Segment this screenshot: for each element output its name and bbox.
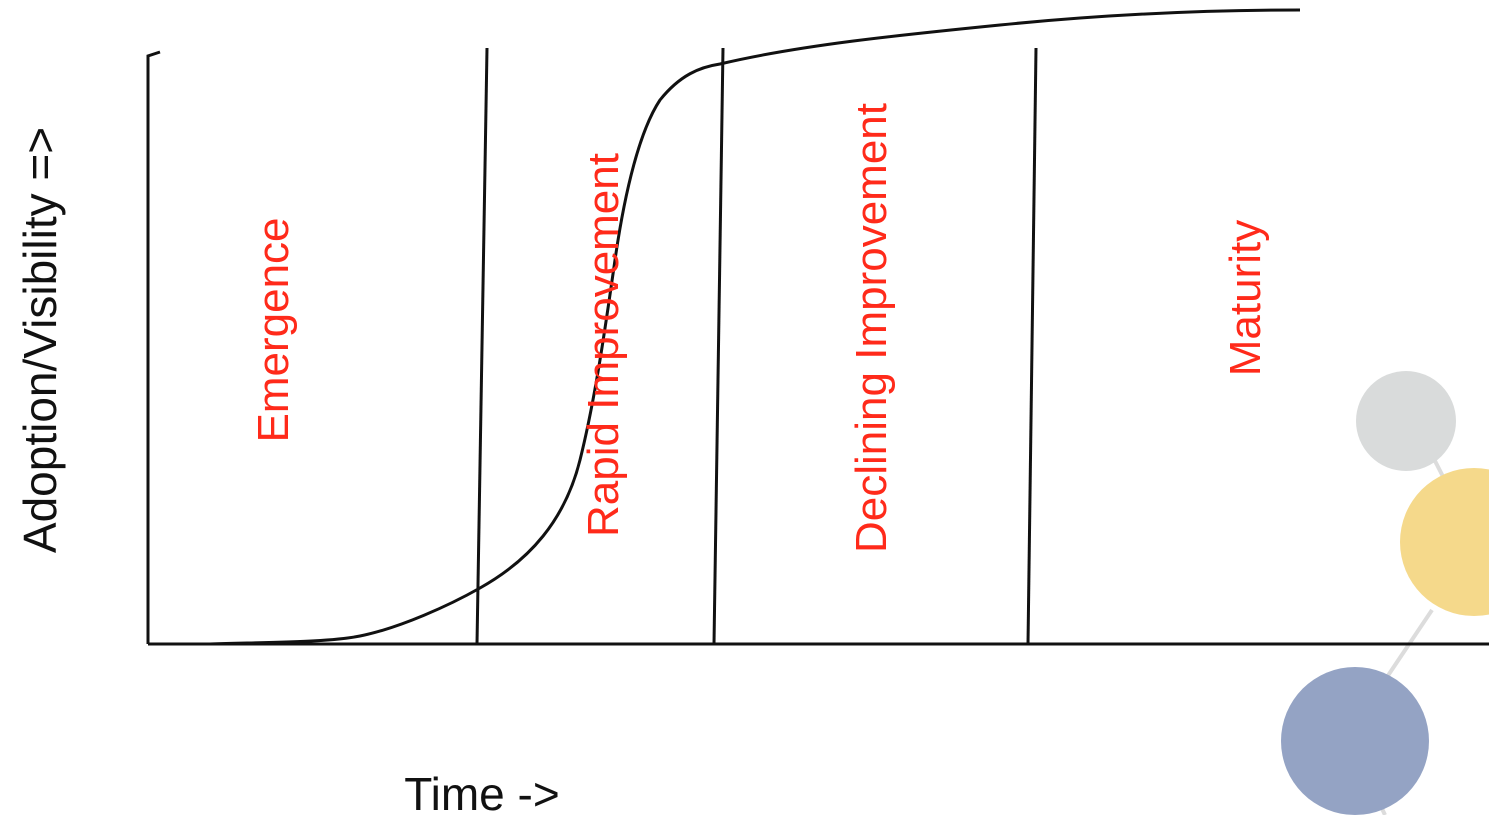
decor-circle-gray xyxy=(1356,371,1456,471)
decor-circle-yellow xyxy=(1400,468,1489,616)
y-axis-label: Adoption/Visibility => xyxy=(14,127,66,553)
phase-divider-1 xyxy=(475,47,489,645)
phase-label-declining-improvement: Declining Improvement xyxy=(847,103,896,553)
decor-circle-blue xyxy=(1281,667,1429,815)
phase-label-maturity: Maturity xyxy=(1221,220,1270,376)
phase-label-rapid-improvement: Rapid Improvement xyxy=(579,153,628,537)
phase-label-emergence: Emergence xyxy=(249,217,298,442)
y-axis xyxy=(146,50,161,644)
phase-divider-3 xyxy=(1026,47,1038,645)
s-curve xyxy=(209,8,1301,646)
x-axis-label: Time -> xyxy=(404,768,559,815)
phase-divider-2 xyxy=(712,47,725,645)
